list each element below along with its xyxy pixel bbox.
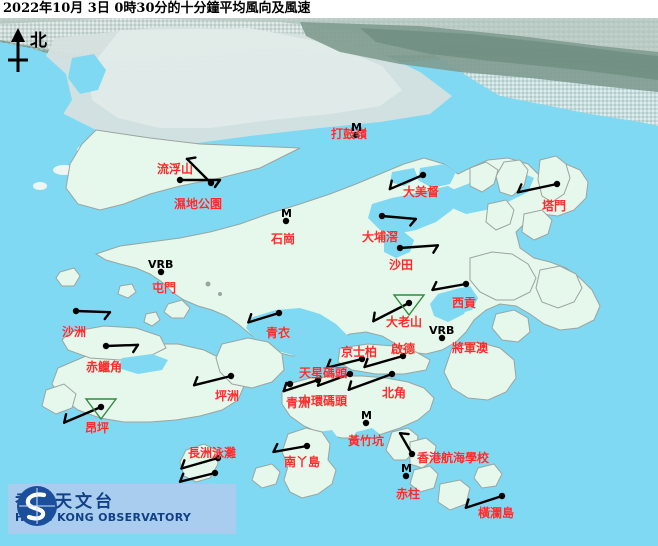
- station-dot[interactable]: [399, 352, 407, 360]
- vrb-tag: VRB: [429, 324, 455, 337]
- station-label[interactable]: 香港航海學校: [417, 451, 490, 465]
- station-dot[interactable]: [157, 268, 165, 276]
- station-dot[interactable]: [346, 370, 354, 378]
- wind-barb: [363, 354, 405, 369]
- wind-barb: [192, 374, 233, 387]
- map-geometry: [0, 18, 658, 546]
- wind-barb: [104, 343, 140, 354]
- station-label[interactable]: 大美督: [403, 185, 440, 199]
- wind-barb: [282, 378, 320, 393]
- wind-barb: [431, 280, 468, 292]
- station-label[interactable]: 黃竹坑: [348, 434, 385, 448]
- station-dot[interactable]: [553, 180, 561, 188]
- station-dot[interactable]: [396, 244, 404, 252]
- station-label[interactable]: 青衣: [266, 326, 291, 340]
- station-label[interactable]: 將軍澳: [452, 341, 489, 355]
- station-label[interactable]: 塔門: [542, 199, 567, 213]
- station-label[interactable]: 青洲: [286, 396, 311, 410]
- station-label[interactable]: 沙洲: [62, 325, 87, 339]
- station-label[interactable]: 西貢: [452, 296, 477, 310]
- station-label[interactable]: 啟德: [391, 342, 416, 356]
- north-arrow: 北: [4, 26, 66, 76]
- station-label[interactable]: 沙田: [389, 258, 414, 272]
- station-label[interactable]: 赤鱲角: [86, 360, 123, 374]
- station-dot[interactable]: [102, 342, 110, 350]
- station-dot[interactable]: [438, 334, 446, 342]
- station-label[interactable]: 橫瀾島: [478, 506, 515, 520]
- station-label[interactable]: 天星碼頭: [299, 366, 348, 380]
- wind-barb: [185, 156, 213, 185]
- station-dot[interactable]: [286, 380, 294, 388]
- station-label[interactable]: 石崗: [271, 232, 296, 246]
- station-label[interactable]: 南丫島: [284, 455, 321, 469]
- station-label[interactable]: 京士柏: [341, 345, 378, 359]
- wind-barb: [62, 405, 103, 424]
- station-dot[interactable]: [176, 176, 184, 184]
- station-dot[interactable]: [207, 179, 215, 187]
- page-title: 2022年10月 3日 0時30分的十分鐘平均風向及風速: [0, 0, 658, 18]
- station-dot[interactable]: [282, 217, 290, 225]
- wind-barb: [325, 357, 364, 369]
- station-label[interactable]: 大老山: [386, 315, 423, 329]
- station-dot[interactable]: [97, 403, 105, 411]
- station-dot[interactable]: [402, 472, 410, 480]
- station-label[interactable]: 濕地公園: [174, 197, 223, 211]
- station-dot[interactable]: [419, 171, 427, 179]
- wind-barb: [464, 494, 504, 509]
- station-dot[interactable]: [211, 469, 219, 477]
- wind-barb: [180, 456, 220, 470]
- station-dot[interactable]: [408, 450, 416, 458]
- hko-logo: 香港天文台 HONG KONG OBSERVATORY: [8, 484, 236, 534]
- station-dot[interactable]: [388, 370, 396, 378]
- station-label[interactable]: 北角: [382, 386, 407, 400]
- station-label[interactable]: 長洲泳灘: [188, 446, 237, 460]
- wind-barb: [178, 471, 217, 483]
- station-dot[interactable]: [314, 376, 322, 384]
- station-label[interactable]: 大埔滘: [362, 230, 399, 244]
- station-dot[interactable]: [462, 280, 470, 288]
- wind-barb: [347, 372, 394, 391]
- gale-triangle-icon: [392, 294, 426, 317]
- station-dot[interactable]: [227, 372, 235, 380]
- observatory-logo-icon: [17, 486, 57, 526]
- station-label[interactable]: 流浮山: [157, 162, 194, 176]
- wind-barb: [380, 214, 418, 227]
- wind-barb: [398, 244, 440, 254]
- station-dot[interactable]: [72, 307, 80, 315]
- gale-triangle-icon: [84, 398, 118, 421]
- station-label[interactable]: 坪洲: [215, 389, 240, 403]
- station-label[interactable]: 屯門: [152, 281, 177, 295]
- station-dot[interactable]: [362, 419, 370, 427]
- wind-barb: [388, 173, 425, 191]
- station-dot[interactable]: [275, 309, 283, 317]
- wind-barb: [74, 309, 112, 321]
- station-label[interactable]: 昂坪: [85, 421, 110, 435]
- station-label[interactable]: 中環碼頭: [299, 394, 348, 408]
- station-dot[interactable]: [378, 212, 386, 220]
- north-label: 北: [30, 31, 47, 51]
- station-dot[interactable]: [358, 355, 366, 363]
- map-canvas[interactable]: 北 打鼓嶺 M 流浮山 濕地公園 石崗 M 大美督 塔門 大埔滘 沙田 屯門 VRB 沙洲 赤鱲角 青衣 大老…: [0, 18, 658, 546]
- vrb-tag: VRB: [148, 258, 174, 271]
- wind-barb: [398, 432, 414, 456]
- wind-barb: [178, 178, 222, 189]
- wind-barb: [516, 182, 559, 194]
- station-dot[interactable]: [405, 299, 413, 307]
- calm-tag: M: [351, 121, 362, 134]
- station-label[interactable]: 打鼓嶺: [331, 127, 368, 141]
- station-dot[interactable]: [498, 492, 506, 500]
- calm-tag: M: [361, 409, 372, 422]
- station-dot[interactable]: [303, 442, 311, 450]
- calm-tag: M: [281, 207, 292, 220]
- station-dot[interactable]: [352, 131, 360, 139]
- calm-tag: M: [401, 462, 412, 475]
- wind-barb: [272, 442, 309, 454]
- station-marker-layer: [72, 131, 561, 500]
- station-label[interactable]: 赤柱: [396, 487, 421, 501]
- wind-barb: [247, 311, 281, 324]
- logo-english-name: HONG KONG OBSERVATORY: [15, 511, 192, 525]
- station-dot[interactable]: [214, 454, 222, 462]
